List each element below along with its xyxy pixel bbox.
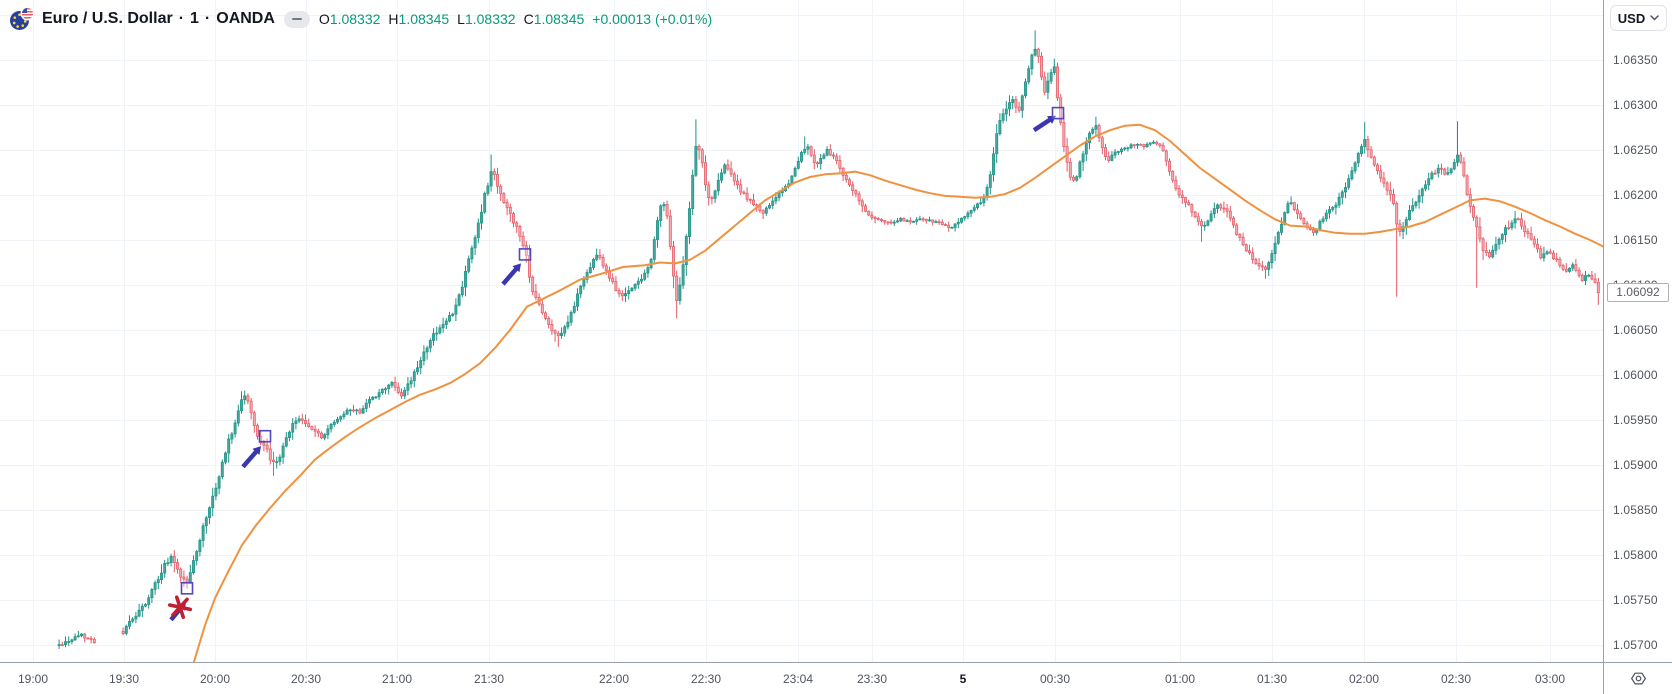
time-axis-label: 02:00 [1348,672,1380,686]
price-axis-label: 1.05700 [1613,638,1658,652]
time-axis-label: 22:00 [598,672,630,686]
price-axis-label: 1.06050 [1613,323,1658,337]
chart-interval: 1 [190,10,199,27]
order-square-marker[interactable] [180,581,194,595]
time-scale-settings-button[interactable] [1603,662,1672,694]
time-axis-label: 19:00 [17,672,49,686]
price-axis-label: 1.05800 [1613,548,1658,562]
price-axis-label: 1.05850 [1613,503,1658,517]
minus-icon [291,17,302,21]
arrow-head-icon [512,263,521,273]
separator-dot: · [204,10,211,27]
time-scale[interactable]: 19:00 19:30 20:00 20:30 21:00 21:30 22:00 22:30… [0,662,1603,694]
ohlc-readout: O 1.08332 H 1.08345 L 1.08332 C 1.08345 +0.0… [318,11,713,27]
symbol-legend: Euro / U.S. Dollar · 1 · OANDA O 1.08332 … [10,7,712,31]
price-scale[interactable]: USD 1.06350 1.06300 1.06250 1.06200 1.06150 1… [1603,0,1672,662]
price-axis-label: 1.06250 [1613,143,1658,157]
time-axis-label: 01:30 [1256,672,1288,686]
symbol-name: Euro / U.S. Dollar [42,10,173,27]
time-axis-label: 20:30 [290,672,322,686]
order-square-marker[interactable] [1051,106,1065,120]
time-axis-label: 22:30 [690,672,722,686]
time-axis-label: 00:30 [1039,672,1071,686]
time-axis-label: 5 [959,672,967,686]
order-square-marker[interactable] [258,429,272,443]
arrow-head-icon [252,446,261,455]
price-axis-label: 1.05950 [1613,413,1658,427]
price-axis-label: 1.06000 [1613,368,1658,382]
price-axis-label: 1.05750 [1613,593,1658,607]
time-axis-label: 21:30 [473,672,505,686]
symbol-title[interactable]: Euro / U.S. Dollar · 1 · OANDA [42,10,275,28]
price-axis-label: 1.06300 [1613,98,1658,112]
time-axis-label: 23:30 [856,672,888,686]
grid [0,0,1603,662]
moving-average-line[interactable] [188,123,1603,662]
time-axis-label: 23:04 [782,672,814,686]
price-axis-label: 1.06350 [1613,53,1658,67]
price-change: +0.00013 (+0.01%) [592,11,713,27]
time-axis-label: 02:30 [1440,672,1472,686]
candlestick-chart-pane[interactable] [0,0,1603,662]
trade-markers [167,106,1065,622]
separator-dot: · [178,10,185,27]
close-x-marker[interactable] [171,597,189,617]
chevron-down-icon [1650,15,1659,21]
exchange-name: OANDA [216,10,275,27]
order-square-marker[interactable] [518,248,532,261]
eurusd-flag-icon [10,7,33,31]
time-axis-label: 03:00 [1534,672,1566,686]
arrow-marker[interactable] [241,448,260,469]
arrow-marker[interactable] [501,265,520,286]
price-axis-label: 1.06150 [1613,233,1658,247]
price-axis-label: 1.06200 [1613,188,1658,202]
time-axis-label: 19:30 [108,672,140,686]
candles-series [57,30,1600,649]
time-axis-label: 20:00 [199,672,231,686]
gear-icon [1630,672,1646,685]
hide-indicator-button[interactable] [283,10,310,28]
time-axis-label: 01:00 [1164,672,1196,686]
time-axis-label: 21:00 [381,672,413,686]
last-price-label: 1.06092 [1607,283,1669,303]
currency-selector[interactable]: USD [1610,5,1667,31]
arrow-marker[interactable] [1032,116,1054,133]
price-axis-label: 1.05900 [1613,458,1658,472]
